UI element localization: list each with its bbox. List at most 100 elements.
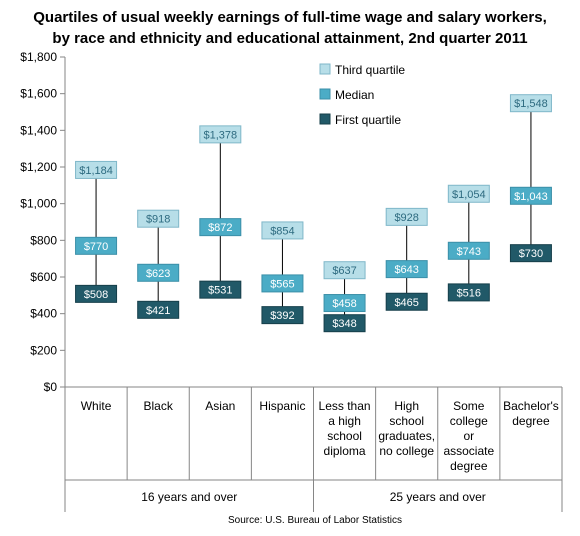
third-quartile-box: [509, 94, 552, 113]
third-quartile-box: [199, 125, 242, 144]
first-quartile-label: $392: [270, 310, 294, 322]
category-label-line: High: [394, 399, 419, 413]
legend-label: First quartile: [335, 113, 401, 127]
median-label: $623: [146, 268, 170, 280]
third-quartile-box: [261, 221, 304, 240]
category-label-line: Black: [144, 399, 174, 413]
category-label-line: Hispanic: [259, 399, 305, 413]
chart-axes: $0 $200 $400 $600 $800 $1,000 $1,200 $1,400 $1,6…: [20, 50, 563, 512]
category-label: Black: [144, 399, 174, 413]
third-quartile-label: $1,054: [452, 189, 486, 201]
category-label-line: graduates,: [378, 429, 435, 443]
y-tick-label: $200: [30, 343, 57, 357]
category-label: Hispanic: [259, 399, 305, 413]
median-box: [137, 263, 180, 282]
first-quartile-box: [199, 280, 242, 299]
first-quartile-label: $348: [332, 318, 356, 330]
chart-legend: Third quartile Median First quartile: [319, 63, 405, 127]
first-quartile-label: $531: [208, 285, 232, 297]
first-quartile-label: $730: [519, 248, 543, 260]
legend-swatch: [319, 88, 331, 100]
category-label-line: White: [81, 399, 112, 413]
category-label-line: associate: [443, 444, 494, 458]
median-label: $643: [394, 264, 418, 276]
third-quartile-label: $1,378: [203, 129, 237, 141]
median-label: $872: [208, 222, 232, 234]
first-quartile-box: [509, 244, 552, 263]
median-box: [323, 294, 366, 313]
category-label-line: degree: [512, 414, 550, 428]
y-tick-label: $400: [30, 307, 57, 321]
median-label: $743: [457, 246, 481, 258]
median-box: [261, 274, 304, 293]
category-label: Some college or associate degree: [443, 399, 494, 473]
third-quartile-label: $854: [270, 225, 294, 237]
median-box: [509, 186, 552, 205]
median-box: [199, 218, 242, 237]
category-label: Bachelor's degree: [503, 399, 559, 428]
third-quartile-box: [137, 209, 180, 228]
first-quartile-label: $516: [457, 287, 481, 299]
y-tick-label: $0: [44, 380, 58, 394]
chart-title-line-2: by race and ethnicity and educational at…: [52, 30, 527, 47]
third-quartile-box: [323, 261, 366, 280]
third-quartile-box: [75, 160, 118, 179]
first-quartile-box: [447, 283, 490, 302]
category-label: High school graduates, no college: [378, 399, 435, 458]
source-note: Source: U.S. Bureau of Labor Statistics: [228, 515, 402, 526]
category-label: Asian: [205, 399, 235, 413]
third-quartile-label: $918: [146, 214, 170, 226]
chart-title-line-1: Quartiles of usual weekly earnings of fu…: [33, 9, 547, 26]
group-label: 16 years and over: [141, 490, 237, 504]
median-box: [385, 260, 428, 279]
median-label: $565: [270, 278, 294, 290]
category-label-line: Less than: [319, 399, 371, 413]
category-label-line: diploma: [324, 444, 366, 458]
category-label: Less than a high school diploma: [319, 399, 371, 458]
category-label: White: [81, 399, 112, 413]
category-label-line: Some: [453, 399, 485, 413]
legend-swatch: [319, 113, 331, 125]
category-label-line: Asian: [205, 399, 235, 413]
third-quartile-box: [447, 184, 490, 203]
chart-marks: $1,184 $770 $508 $918 $623 $421 $1,378 $872 $531…: [75, 94, 552, 333]
median-label: $770: [84, 241, 108, 253]
category-label-line: Bachelor's: [503, 399, 559, 413]
category-label-line: degree: [450, 459, 488, 473]
first-quartile-label: $421: [146, 305, 170, 317]
first-quartile-label: $465: [394, 297, 418, 309]
category-label-line: school: [327, 429, 362, 443]
first-quartile-box: [75, 284, 118, 303]
first-quartile-box: [137, 300, 180, 319]
group-label: 25 years and over: [390, 490, 486, 504]
y-tick-label: $1,000: [20, 197, 57, 211]
y-tick-label: $1,800: [20, 50, 57, 64]
y-tick-label: $1,400: [20, 123, 57, 137]
first-quartile-box: [385, 292, 428, 311]
median-label: $458: [332, 298, 356, 310]
first-quartile-box: [261, 306, 304, 325]
median-box: [75, 236, 118, 255]
third-quartile-label: $1,548: [514, 98, 548, 110]
legend-label: Median: [335, 88, 374, 102]
y-tick-label: $600: [30, 270, 57, 284]
category-label-line: college: [450, 414, 488, 428]
y-tick-label: $800: [30, 233, 57, 247]
median-box: [447, 241, 490, 260]
median-label: $1,043: [514, 191, 548, 203]
category-label-line: no college: [379, 444, 434, 458]
y-tick-label: $1,200: [20, 160, 57, 174]
first-quartile-box: [323, 314, 366, 333]
third-quartile-label: $1,184: [79, 165, 113, 177]
category-label-line: a high: [328, 414, 361, 428]
third-quartile-box: [385, 207, 428, 226]
y-tick-label: $1,600: [20, 87, 57, 101]
third-quartile-label: $637: [332, 265, 356, 277]
category-label-line: school: [389, 414, 424, 428]
legend-swatch: [319, 63, 331, 75]
category-label-line: or: [463, 429, 474, 443]
third-quartile-label: $928: [394, 212, 418, 224]
legend-label: Third quartile: [335, 63, 405, 77]
first-quartile-label: $508: [84, 289, 108, 301]
